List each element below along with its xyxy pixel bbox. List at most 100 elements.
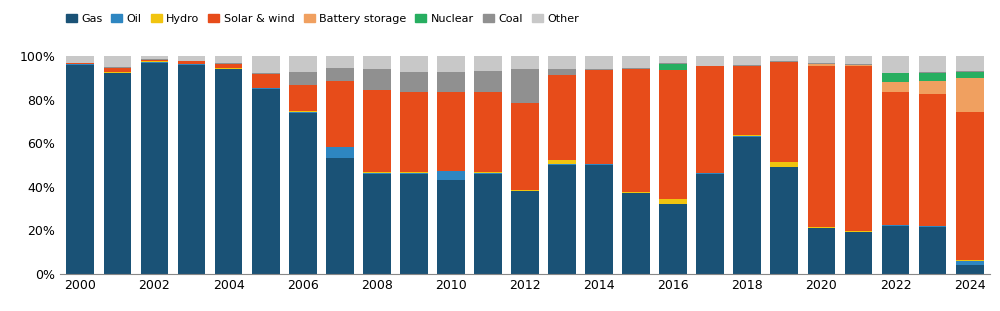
Bar (733, 56, 761, 65)
Bar (733, 65, 761, 66)
Bar (919, 81, 946, 94)
Bar (437, 171, 465, 180)
Bar (956, 261, 984, 265)
Bar (252, 73, 280, 75)
Bar (548, 75, 576, 160)
Bar (585, 165, 613, 274)
Bar (956, 78, 984, 112)
Bar (696, 56, 724, 66)
Bar (919, 56, 946, 72)
Bar (437, 92, 465, 171)
Bar (66, 56, 94, 63)
Bar (845, 232, 872, 274)
Bar (178, 61, 205, 62)
Bar (733, 66, 761, 136)
Bar (845, 64, 872, 65)
Bar (585, 69, 613, 70)
Bar (437, 180, 465, 274)
Bar (733, 137, 761, 274)
Bar (622, 56, 650, 68)
Bar (474, 173, 502, 174)
Bar (363, 90, 391, 172)
Legend: Gas, Oil, Hydro, Solar & wind, Battery storage, Nuclear, Coal, Other: Gas, Oil, Hydro, Solar & wind, Battery s… (66, 14, 579, 24)
Bar (326, 56, 354, 68)
Bar (178, 64, 205, 65)
Bar (363, 172, 391, 173)
Bar (289, 56, 317, 72)
Bar (400, 173, 428, 174)
Bar (808, 63, 835, 64)
Bar (66, 65, 94, 274)
Bar (882, 81, 909, 92)
Bar (511, 56, 539, 69)
Bar (400, 72, 428, 92)
Bar (215, 68, 242, 69)
Bar (289, 86, 317, 112)
Bar (770, 162, 798, 167)
Bar (437, 72, 465, 92)
Bar (585, 70, 613, 164)
Bar (104, 68, 131, 72)
Bar (326, 81, 354, 147)
Bar (659, 203, 687, 204)
Bar (622, 68, 650, 192)
Bar (289, 112, 317, 113)
Bar (289, 72, 317, 86)
Bar (141, 56, 168, 59)
Bar (659, 56, 687, 63)
Bar (326, 147, 354, 158)
Bar (141, 60, 168, 62)
Bar (511, 191, 539, 274)
Bar (104, 73, 131, 274)
Bar (808, 56, 835, 63)
Bar (808, 64, 835, 66)
Bar (622, 193, 650, 274)
Bar (141, 59, 168, 60)
Bar (770, 62, 798, 162)
Bar (956, 260, 984, 261)
Bar (882, 226, 909, 274)
Bar (252, 88, 280, 89)
Bar (104, 56, 131, 67)
Bar (696, 173, 724, 174)
Bar (956, 56, 984, 71)
Bar (956, 265, 984, 274)
Bar (808, 228, 835, 274)
Bar (437, 56, 465, 72)
Bar (548, 56, 576, 69)
Bar (252, 75, 280, 88)
Bar (104, 72, 131, 73)
Bar (141, 63, 168, 274)
Bar (66, 63, 94, 64)
Bar (363, 69, 391, 90)
Bar (845, 231, 872, 232)
Bar (919, 72, 946, 81)
Bar (548, 160, 576, 165)
Bar (400, 172, 428, 173)
Bar (770, 56, 798, 62)
Bar (66, 64, 94, 65)
Bar (289, 113, 317, 274)
Bar (252, 89, 280, 274)
Bar (400, 56, 428, 72)
Bar (511, 190, 539, 191)
Bar (919, 227, 946, 274)
Bar (474, 71, 502, 92)
Bar (178, 56, 205, 61)
Bar (400, 174, 428, 274)
Bar (511, 69, 539, 103)
Bar (882, 73, 909, 81)
Bar (845, 66, 872, 231)
Bar (474, 92, 502, 172)
Bar (104, 67, 131, 68)
Bar (141, 62, 168, 63)
Bar (511, 103, 539, 190)
Bar (363, 173, 391, 174)
Bar (548, 165, 576, 274)
Bar (363, 174, 391, 274)
Bar (659, 64, 687, 70)
Bar (215, 69, 242, 274)
Bar (659, 204, 687, 274)
Bar (882, 92, 909, 225)
Bar (845, 56, 872, 64)
